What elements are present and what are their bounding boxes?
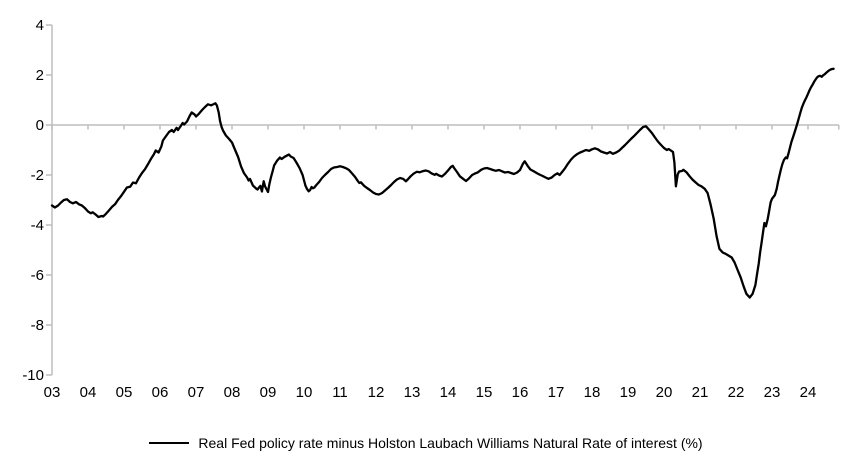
data-series-line <box>50 67 835 299</box>
x-tick-label: 14 <box>440 384 457 401</box>
y-tick-label: -6 <box>31 267 44 284</box>
legend-line-swatch <box>149 442 190 444</box>
x-tick-label: 21 <box>692 384 709 401</box>
x-tick-label: 18 <box>584 384 601 401</box>
x-axis-tick-labels: 03 04 05 06 07 08 09 10 11 12 13 14 15 16 17 18 19 20 21 22… <box>44 384 817 401</box>
x-tick-label: 09 <box>260 384 277 401</box>
y-tick-label: 0 <box>36 117 44 134</box>
x-tick-label: 19 <box>620 384 637 401</box>
x-tick-label: 13 <box>404 384 421 401</box>
x-tick-label: 12 <box>368 384 385 401</box>
x-axis-ticks <box>51 125 840 130</box>
y-tick-label: -2 <box>31 167 44 184</box>
x-tick-label: 23 <box>764 384 781 401</box>
x-tick-label: 22 <box>728 384 745 401</box>
x-tick-label: 24 <box>800 384 817 401</box>
x-tick-label: 07 <box>188 384 205 401</box>
x-tick-label: 17 <box>548 384 565 401</box>
y-tick-label: -10 <box>22 367 44 384</box>
y-axis-tick-labels: 4 2 0 -2 -4 -6 -8 -10 <box>22 17 44 384</box>
x-tick-label: 04 <box>80 384 97 401</box>
x-tick-label: 16 <box>512 384 529 401</box>
y-axis <box>46 24 53 376</box>
y-tick-label: 2 <box>36 67 44 84</box>
x-tick-label: 03 <box>44 384 61 401</box>
x-tick-label: 05 <box>116 384 133 401</box>
x-tick-label: 15 <box>476 384 493 401</box>
y-tick-label: -8 <box>31 317 44 334</box>
x-tick-label: 10 <box>296 384 313 401</box>
x-tick-label: 11 <box>332 384 348 401</box>
y-tick-label: -4 <box>31 217 44 234</box>
y-tick-label: 4 <box>36 17 44 34</box>
legend: Real Fed policy rate minus Holston Lauba… <box>0 430 852 456</box>
legend-label: Real Fed policy rate minus Holston Lauba… <box>198 435 703 451</box>
x-tick-label: 20 <box>656 384 673 401</box>
x-tick-label: 08 <box>224 384 241 401</box>
x-tick-label: 06 <box>152 384 169 401</box>
